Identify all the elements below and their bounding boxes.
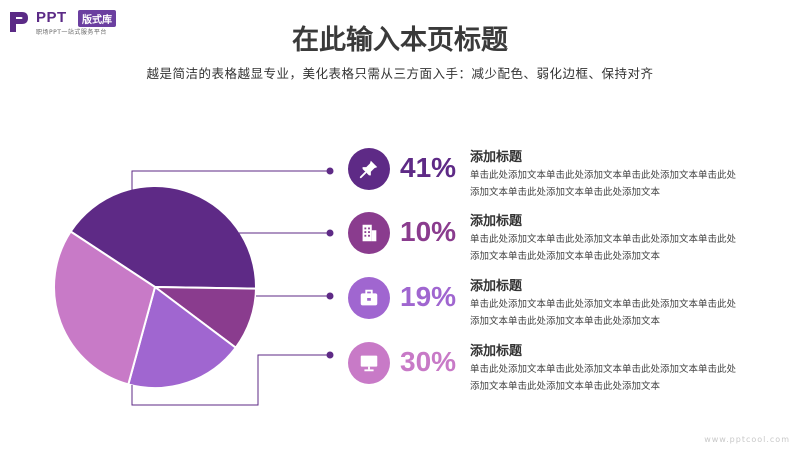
item-heading: 添加标题 — [470, 344, 523, 359]
item-description: 单击此处添加文本单击此处添加文本单击此处添加文本单击此处添加文本单击此处添加文本… — [470, 234, 737, 262]
item-description: 单击此处添加文本单击此处添加文本单击此处添加文本单击此处添加文本单击此处添加文本… — [470, 299, 737, 327]
leader-line — [131, 170, 330, 190]
item-heading: 添加标题 — [470, 279, 523, 294]
item-heading: 添加标题 — [470, 214, 523, 229]
item-heading: 添加标题 — [470, 150, 523, 165]
logo-tag: 版式库 — [78, 10, 116, 27]
leader-dot — [326, 351, 334, 359]
logo: PPT 版式库 职场PPT一站式服务平台 — [8, 8, 168, 38]
leader-dot — [326, 229, 334, 237]
building-icon — [348, 212, 390, 254]
pie-slice — [127, 285, 238, 389]
legend-item: 19% 添加标题 单击此处添加文本单击此处添加文本单击此处添加文本单击此处添加文… — [348, 275, 748, 331]
percent-label: 10% — [400, 216, 457, 247]
page-subtitle: 越是简洁的表格越显专业，美化表格只需从三方面入手：减少配色、弱化边框、保持对齐 — [146, 66, 654, 81]
legend-item: 10% 添加标题 单击此处添加文本单击此处添加文本单击此处添加文本单击此处添加文… — [348, 210, 748, 266]
item-description: 单击此处添加文本单击此处添加文本单击此处添加文本单击此处添加文本单击此处添加文本… — [470, 364, 737, 392]
percent-label: 41% — [400, 152, 457, 183]
logo-brand: PPT — [36, 9, 67, 26]
percent-label: 30% — [400, 346, 457, 377]
page-title: 在此输入本页标题 — [292, 25, 508, 56]
leader-dot — [326, 292, 334, 300]
monitor-icon — [348, 342, 390, 384]
legend-item: 41% 添加标题 单击此处添加文本单击此处添加文本单击此处添加文本单击此处添加文… — [348, 146, 748, 202]
legend-item: 30% 添加标题 单击此处添加文本单击此处添加文本单击此处添加文本单击此处添加文… — [348, 340, 748, 396]
leader-line — [131, 354, 330, 406]
leader-dot — [326, 167, 334, 175]
logo-subtitle: 职场PPT一站式服务平台 — [36, 29, 107, 36]
item-description: 单击此处添加文本单击此处添加文本单击此处添加文本单击此处添加文本单击此处添加文本… — [470, 170, 737, 198]
pie-slice — [53, 230, 157, 386]
percent-label: 19% — [400, 281, 457, 312]
pin-icon — [348, 148, 390, 190]
pie-slice — [69, 185, 257, 290]
logo-icon — [10, 12, 28, 32]
briefcase-icon — [348, 277, 390, 319]
watermark: www.pptcool.com — [704, 435, 790, 444]
